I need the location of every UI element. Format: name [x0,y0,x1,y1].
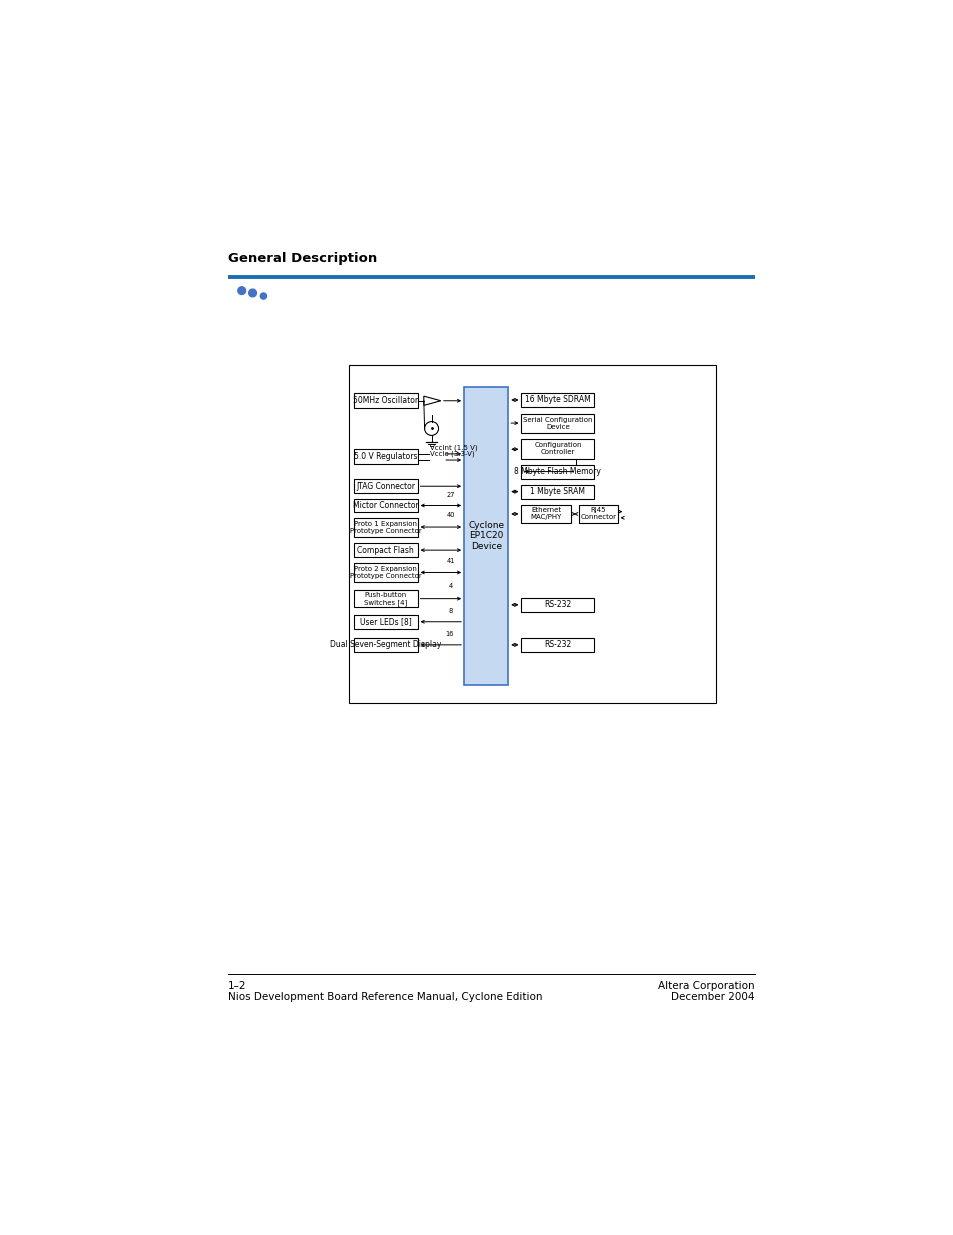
Text: RS-232: RS-232 [544,641,571,650]
Text: Proto 1 Expansion
Prototype Connector: Proto 1 Expansion Prototype Connector [350,521,421,534]
Text: Cyclone
EP1C20
Device: Cyclone EP1C20 Device [468,521,504,551]
Text: Ethernet
MAC/PHY: Ethernet MAC/PHY [530,508,561,520]
Text: Proto 2 Expansion
Prototype Connector: Proto 2 Expansion Prototype Connector [350,566,421,579]
Bar [354,615,417,629]
Bar [578,505,617,524]
Bar [354,393,417,409]
Bar [464,387,508,685]
Bar [521,598,594,611]
Circle shape [260,293,266,299]
Circle shape [237,287,245,294]
Text: 8: 8 [448,608,453,614]
Text: 27: 27 [446,492,455,498]
Text: Vccint (1.5 V): Vccint (1.5 V) [430,445,477,451]
Bar [348,366,716,703]
Text: General Description: General Description [228,252,376,266]
Text: Compact Flash: Compact Flash [357,546,414,555]
Bar [354,448,417,464]
Circle shape [249,289,256,296]
Text: RJ45
Connector: RJ45 Connector [579,508,616,520]
Bar [521,484,594,499]
Text: Push-button
Switches [4]: Push-button Switches [4] [364,592,407,605]
Bar [354,590,417,608]
Bar [521,440,594,458]
Text: RS-232: RS-232 [544,600,571,609]
Text: 40: 40 [446,511,455,517]
Bar [354,543,417,557]
Text: 41: 41 [446,558,455,564]
Text: 16: 16 [445,631,453,637]
Bar [521,505,571,524]
Text: 50MHz Oscillator: 50MHz Oscillator [353,396,418,405]
Text: Mictor Connector: Mictor Connector [353,501,418,510]
Text: Altera Corporation: Altera Corporation [658,982,754,992]
Bar [354,638,417,652]
Bar [521,393,594,406]
Bar [354,499,417,513]
Text: 4: 4 [448,583,453,589]
Text: 8 Mbyte Flash Memory: 8 Mbyte Flash Memory [514,467,600,477]
Bar [354,517,417,537]
Bar [521,414,594,433]
Text: User LEDs [8]: User LEDs [8] [359,618,412,626]
Text: 1 Mbyte SRAM: 1 Mbyte SRAM [530,487,585,496]
Text: 1–2: 1–2 [228,982,246,992]
Text: Configuration
Controller: Configuration Controller [534,442,581,456]
Text: JTAG Connector: JTAG Connector [356,482,415,490]
Text: Nios Development Board Reference Manual, Cyclone Edition: Nios Development Board Reference Manual,… [228,992,541,1002]
Bar [521,464,594,478]
Bar [354,479,417,493]
Bar [521,638,594,652]
Text: 5.0 V Regulators: 5.0 V Regulators [354,452,417,461]
Text: Serial Configuration
Device: Serial Configuration Device [522,417,592,430]
Bar [354,563,417,582]
Text: December 2004: December 2004 [671,992,754,1002]
Text: 16 Mbyte SDRAM: 16 Mbyte SDRAM [524,395,590,405]
Text: Dual Seven-Segment Display: Dual Seven-Segment Display [330,641,441,650]
Text: Vccio (3.3-V): Vccio (3.3-V) [430,451,475,457]
